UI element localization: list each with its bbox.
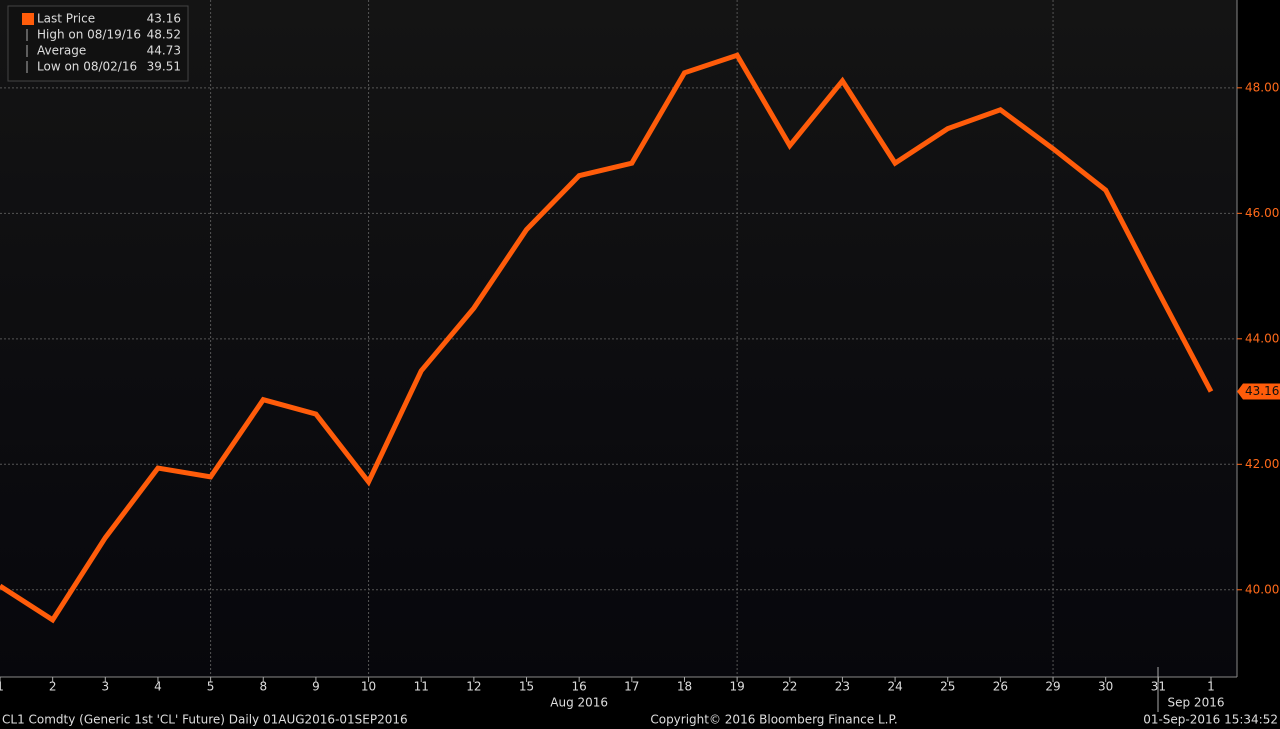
x-tick-label: 29 [1045,680,1060,694]
x-tick-label: 22 [782,680,797,694]
x-tick-label: 30 [1098,680,1113,694]
y-tick-label: 48.00 [1245,80,1279,94]
legend-value: 39.51 [147,60,181,74]
month-label: Sep 2016 [1168,696,1225,710]
legend-name: High on 08/19/16 [37,28,141,42]
x-tick-label: 9 [312,680,320,694]
x-tick-label: 23 [835,680,850,694]
y-tick-label: 42.00 [1245,457,1279,471]
footer-center: Copyright© 2016 Bloomberg Finance L.P. [650,713,897,727]
legend-swatch [22,13,34,25]
x-tick-label: 26 [993,680,1008,694]
legend-value: 43.16 [147,12,181,26]
x-tick-label: 2 [49,680,57,694]
x-tick-label: 17 [624,680,639,694]
y-tick-label: 46.00 [1245,206,1279,220]
y-tick-label: 40.00 [1245,582,1279,596]
x-tick-label: 1 [1207,680,1215,694]
x-tick-label: 3 [101,680,109,694]
x-tick-label: 11 [414,680,429,694]
legend-box [7,5,189,82]
x-tick-label: 19 [729,680,744,694]
legend-value: 44.73 [147,44,181,58]
x-tick-label: 18 [677,680,692,694]
price-line [0,52,1214,624]
last-value-tag [1237,383,1280,400]
last-value-label: 43.16 [1245,384,1279,398]
legend-name: Average [37,44,86,58]
footer-left: CL1 Comdty (Generic 1st 'CL' Future) Dai… [2,713,408,727]
x-tick-label: 5 [207,680,215,694]
x-tick-label: 15 [519,680,534,694]
x-tick-label: 8 [259,680,267,694]
legend-value: 48.52 [147,28,181,42]
legend-name: Last Price [37,12,95,26]
legend: Last Price 43.16 High on 08/19/16 48.52 Aver… [7,5,189,82]
footer-right: 01-Sep-2016 15:34:52 [1143,713,1278,727]
x-tick-label: 10 [361,680,376,694]
x-tick-label: 24 [887,680,902,694]
month-label: Aug 2016 [550,696,608,710]
plot-area [0,0,1237,677]
legend-name: Low on 08/02/16 [37,60,137,74]
x-tick-label: 12 [466,680,481,694]
x-tick-label: 16 [572,680,587,694]
x-tick-label: 4 [154,680,162,694]
y-tick-label: 44.00 [1245,331,1279,345]
x-tick-label: 25 [940,680,955,694]
x-tick-label: 1 [0,680,4,694]
